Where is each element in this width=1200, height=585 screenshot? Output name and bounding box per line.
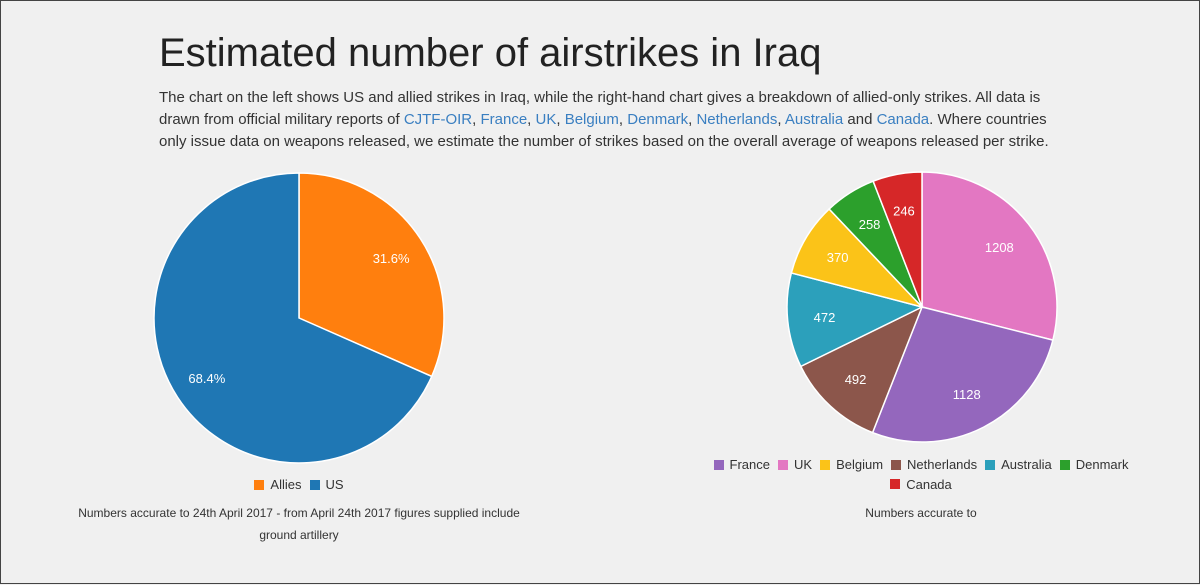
source-link-cjtf-oir[interactable]: CJTF-OIR [403,111,473,128]
legend-swatch [1059,459,1070,470]
slice-label-france: 1128 [953,387,981,402]
legend-swatch [713,459,724,470]
allied-breakdown-pie-chart: 1208 1128 492 472 370 258 246 [786,171,1058,443]
pie-slice-canada[interactable] [872,171,923,308]
legend-swatch [890,479,901,489]
slice-label-allies: 31.6% [373,251,410,266]
pie-slice-us[interactable] [153,172,433,464]
legend-item-canada[interactable]: Canada [890,475,952,494]
legend-swatch [309,479,320,490]
left-chart-note: Numbers accurate to 24th April 2017 - fr… [78,506,520,542]
legend-swatch [985,459,996,470]
pie-slice-australia[interactable] [786,272,925,368]
slice-label-australia: 472 [814,310,836,325]
legend-label: Australia [1001,457,1052,472]
pie-slice-netherlands[interactable] [799,305,924,434]
legend-label: Belgium [836,457,884,472]
legend-item-us[interactable]: US [309,477,344,492]
legend-label: US [325,477,344,492]
legend-label: Netherlands [907,457,978,472]
legend-swatch [254,479,265,490]
slice-label-netherlands: 492 [845,372,867,387]
slice-label-belgium: 370 [827,250,849,265]
legend-item-denmark[interactable]: Denmark [1059,455,1129,474]
source-link-belgium[interactable]: Belgium [564,111,619,128]
legend-swatch [778,459,788,470]
legend-label: Allies [270,477,302,492]
legend-item-allies[interactable]: Allies [254,477,302,492]
legend-item-france[interactable]: France [713,455,770,474]
slice-label-uk: 1208 [985,240,1014,255]
source-link-denmark[interactable]: Denmark [627,111,689,128]
page-title: Estimated number of airstrikes in Iraq [159,31,822,75]
slice-label-denmark: 258 [859,217,881,232]
legend-swatch [820,459,831,470]
legend-item-australia[interactable]: Australia [985,455,1052,474]
source-link-uk[interactable]: UK [535,111,557,128]
pie-slice-allies[interactable] [298,172,445,378]
legend-item-belgium[interactable]: Belgium [820,455,883,474]
legend-item-netherlands[interactable]: Netherlands [891,455,977,474]
right-chart-note: Numbers accurate to [865,506,977,520]
left-chart-legend: Allies US [201,477,397,493]
legend-label: Denmark [1075,457,1129,472]
right-chart-legend: France UK Belgium Netherlands Australia Denma… [691,455,1151,494]
source-link-australia[interactable]: Australia [784,111,844,128]
allies-us-pie-chart: 31.6% 68.4% [153,172,445,464]
intro-paragraph: The chart on the left shows US and allie… [159,89,1049,150]
pie-slice-uk[interactable] [921,171,1058,342]
source-link-france[interactable]: France [480,111,528,128]
legend-label: UK [794,457,813,472]
source-link-canada[interactable]: Canada [876,111,930,128]
source-link-netherlands[interactable]: Netherlands [696,111,778,128]
legend-label: Canada [906,476,952,492]
legend-item-uk[interactable]: UK [778,455,812,474]
slice-label-us: 68.4% [188,371,225,386]
pie-slice-france[interactable] [871,306,1054,443]
legend-swatch [891,459,902,470]
legend-label: France [729,457,770,472]
slice-label-canada: 246 [893,204,915,219]
